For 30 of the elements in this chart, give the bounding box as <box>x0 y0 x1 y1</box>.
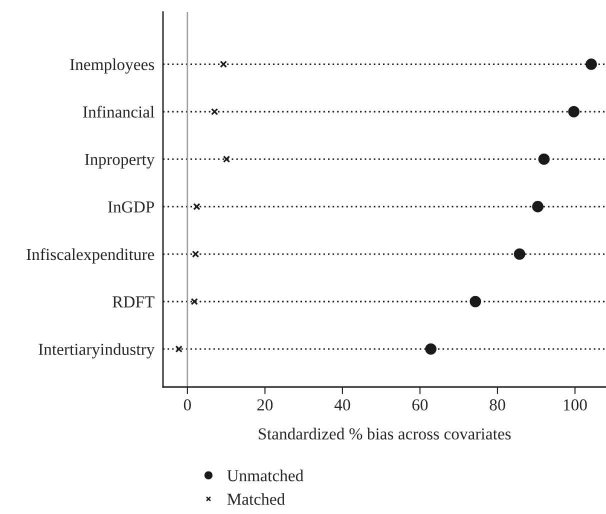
point <box>210 108 218 116</box>
point <box>193 203 200 210</box>
y-tick-label: Inemployees <box>70 58 154 74</box>
x-tick-label: 20 <box>257 399 273 411</box>
x-tick-label: 40 <box>334 399 350 411</box>
y-tick-label: InGDP <box>108 201 154 213</box>
point <box>425 343 437 355</box>
point <box>538 153 550 165</box>
y-tick-label: Intertiaryindustry <box>38 343 155 358</box>
point <box>192 250 200 258</box>
legend-label: Unmatched <box>227 470 304 482</box>
x-tick-label: 80 <box>490 399 506 411</box>
point <box>175 345 183 353</box>
y-tick-label: RDFT <box>112 296 154 308</box>
point <box>514 248 526 260</box>
point <box>532 200 544 212</box>
point <box>220 60 228 68</box>
y-tick-label: Infinancial <box>83 106 154 118</box>
x-axis-title: Standardized % bias across covariates <box>258 428 511 440</box>
y-tick-label: Infiscalexpenditure <box>26 248 154 264</box>
x-tick-label: 60 <box>412 399 428 411</box>
legend-label: Matched <box>227 493 285 505</box>
point <box>190 298 198 306</box>
x-tick-label: 100 <box>564 399 587 411</box>
point <box>568 106 580 118</box>
y-tick-label: Inproperty <box>84 154 155 169</box>
point <box>470 296 482 308</box>
point <box>222 156 230 163</box>
x-tick-label: 0 <box>184 399 191 411</box>
point <box>586 58 597 70</box>
